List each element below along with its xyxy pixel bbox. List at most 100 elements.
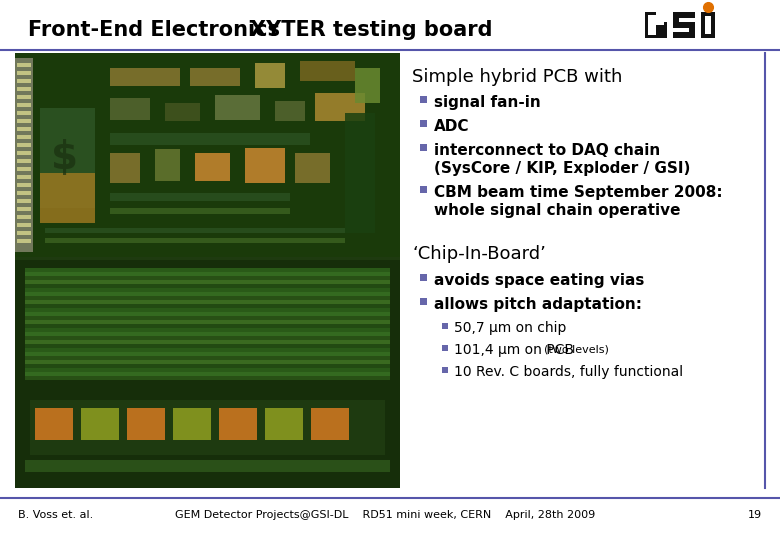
Bar	[420, 186, 427, 193]
Bar	[17, 151, 31, 155]
Bar	[25, 296, 390, 300]
Text: signal fan-in: signal fan-in	[434, 95, 541, 110]
Bar	[17, 183, 31, 187]
Bar	[190, 68, 240, 86]
Bar	[25, 288, 390, 292]
Bar	[25, 280, 390, 284]
Bar	[25, 336, 390, 340]
Bar	[705, 16, 711, 34]
Bar	[25, 376, 390, 380]
Bar	[17, 63, 31, 67]
Bar	[275, 101, 305, 121]
Text: interconnect to DAQ chain: interconnect to DAQ chain	[434, 143, 660, 158]
Bar	[40, 108, 95, 208]
Bar	[245, 148, 285, 183]
Bar	[35, 408, 73, 440]
Bar	[25, 368, 390, 372]
Bar	[25, 324, 390, 328]
Bar	[25, 316, 390, 320]
Text: GEM Detector Projects@GSI-DL    RD51 mini week, CERN    April, 28th 2009: GEM Detector Projects@GSI-DL RD51 mini w…	[175, 510, 595, 520]
Bar	[15, 58, 33, 252]
Bar	[689, 25, 695, 38]
Bar	[442, 323, 448, 329]
Bar	[17, 119, 31, 123]
Bar	[173, 408, 211, 440]
Bar	[17, 111, 31, 115]
Bar	[15, 53, 400, 488]
Bar	[17, 167, 31, 171]
Bar	[155, 149, 180, 181]
Text: ADC: ADC	[434, 119, 470, 134]
Text: avoids space eating vias: avoids space eating vias	[434, 273, 644, 288]
Bar	[17, 87, 31, 91]
Bar	[17, 215, 31, 219]
Bar	[648, 15, 664, 35]
Bar	[442, 345, 448, 351]
Bar	[17, 143, 31, 147]
Text: ‘Chip-In-Board’: ‘Chip-In-Board’	[412, 245, 546, 263]
Bar	[25, 308, 390, 312]
Bar	[25, 268, 390, 272]
Bar	[15, 53, 400, 257]
Bar	[110, 68, 180, 86]
Bar	[311, 408, 349, 440]
Bar	[17, 199, 31, 203]
Bar	[420, 298, 427, 305]
Text: XYTER testing board: XYTER testing board	[250, 20, 492, 40]
Bar	[25, 312, 390, 316]
Bar	[17, 223, 31, 227]
Bar	[25, 304, 390, 308]
Bar	[420, 274, 427, 281]
Text: Simple hybrid PCB with: Simple hybrid PCB with	[412, 68, 622, 86]
Bar	[25, 348, 390, 352]
Text: $: $	[51, 139, 79, 177]
Bar	[25, 284, 390, 288]
Text: allows pitch adaptation:: allows pitch adaptation:	[434, 297, 642, 312]
Bar	[345, 113, 375, 233]
Bar	[17, 191, 31, 195]
Bar	[17, 207, 31, 211]
Bar	[17, 159, 31, 163]
Bar	[25, 372, 390, 376]
Bar	[25, 276, 390, 280]
Text: (two levels): (two levels)	[544, 345, 608, 355]
Bar	[25, 340, 390, 344]
Bar	[25, 356, 390, 360]
Bar	[295, 153, 330, 183]
Bar	[265, 408, 303, 440]
Bar	[17, 71, 31, 75]
Bar	[17, 127, 31, 131]
Bar	[255, 63, 285, 88]
Bar	[25, 344, 390, 348]
Bar	[45, 228, 345, 233]
Bar	[110, 193, 290, 201]
Bar	[17, 231, 31, 235]
Bar	[25, 332, 390, 336]
Bar	[17, 103, 31, 107]
Bar	[442, 367, 448, 373]
Bar	[673, 22, 695, 28]
Bar	[420, 144, 427, 151]
Bar	[81, 408, 119, 440]
Bar	[300, 61, 355, 81]
Bar	[25, 300, 390, 304]
Bar	[420, 120, 427, 127]
Bar	[25, 364, 390, 368]
Bar	[420, 96, 427, 103]
Bar	[315, 93, 365, 121]
Bar	[673, 12, 679, 25]
Bar	[30, 400, 385, 455]
Bar	[656, 25, 667, 35]
Text: CBM beam time September 2008:: CBM beam time September 2008:	[434, 185, 722, 200]
Text: (SysCore / KIP, Exploder / GSI): (SysCore / KIP, Exploder / GSI)	[434, 161, 690, 176]
Text: 10 Rev. C boards, fully functional: 10 Rev. C boards, fully functional	[454, 365, 683, 379]
Text: Front-End Electronics: Front-End Electronics	[28, 20, 280, 40]
Bar	[215, 95, 260, 120]
Text: B. Voss et. al.: B. Voss et. al.	[18, 510, 94, 520]
Bar	[17, 95, 31, 99]
Bar	[45, 238, 345, 243]
Bar	[355, 68, 380, 103]
Bar	[165, 103, 200, 121]
Bar	[110, 153, 140, 183]
Bar	[110, 98, 150, 120]
